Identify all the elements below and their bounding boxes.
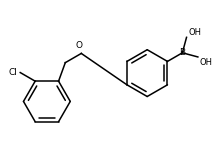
- Text: B: B: [179, 48, 186, 57]
- Text: O: O: [76, 41, 83, 50]
- Text: OH: OH: [188, 28, 201, 37]
- Text: OH: OH: [200, 58, 213, 67]
- Text: Cl: Cl: [9, 68, 18, 77]
